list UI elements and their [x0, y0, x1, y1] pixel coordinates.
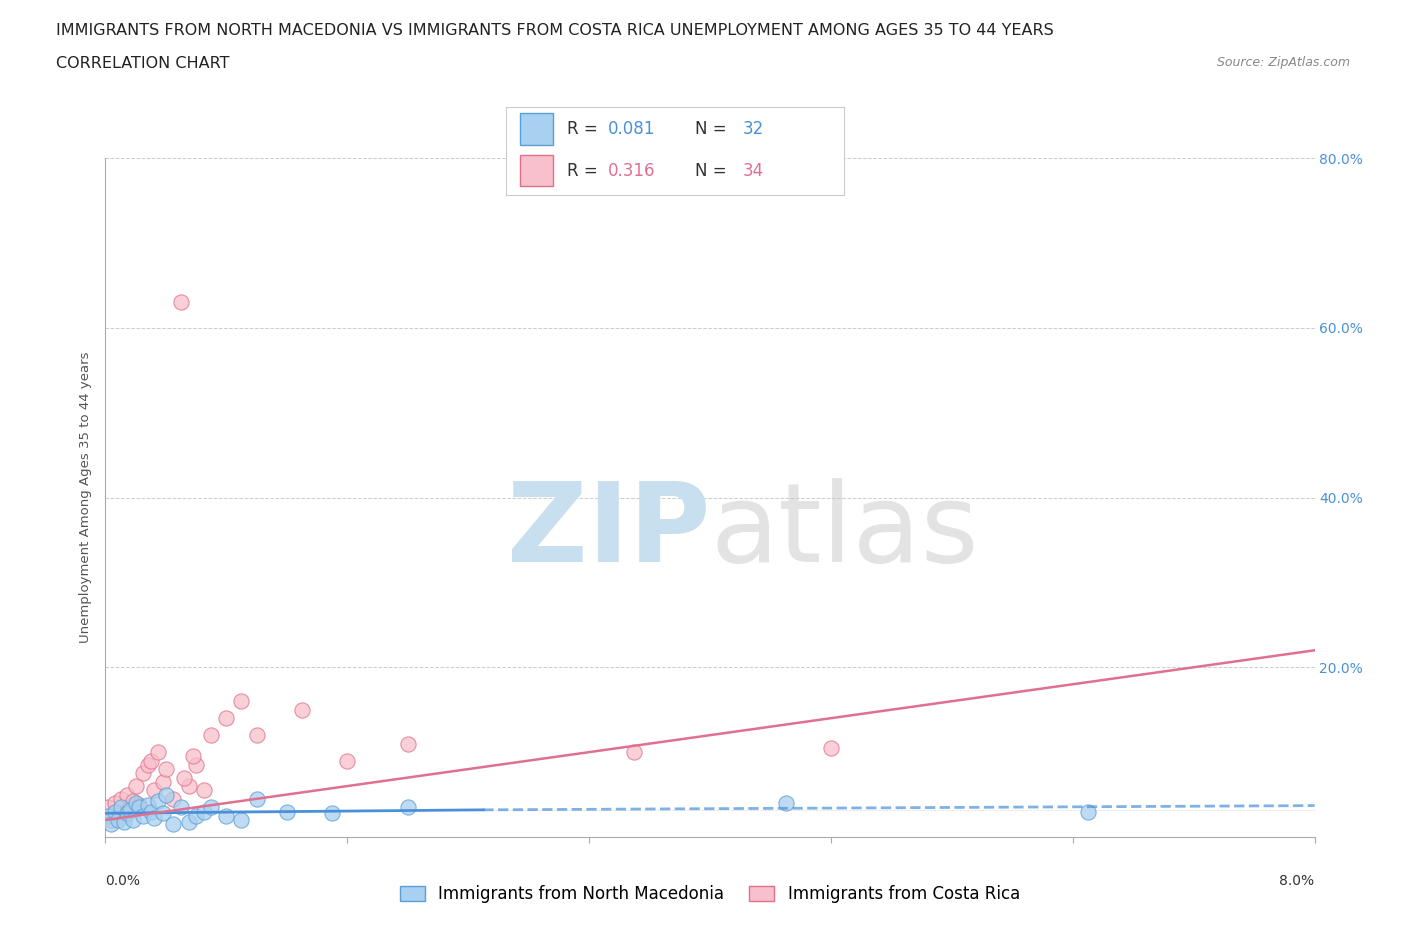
- Text: 8.0%: 8.0%: [1279, 874, 1315, 888]
- Point: [142, 783, 165, 798]
- Point: [97, 800, 120, 815]
- Text: atlas: atlas: [710, 478, 979, 585]
- Point: [115, 805, 138, 820]
- Point: [276, 804, 298, 819]
- Point: [155, 762, 177, 777]
- Point: [112, 815, 135, 830]
- Point: [148, 745, 170, 760]
- Point: [193, 783, 215, 798]
- Point: [148, 794, 170, 809]
- Point: [321, 805, 343, 820]
- Point: [121, 794, 143, 809]
- Point: [103, 804, 125, 819]
- Point: [136, 797, 159, 812]
- Point: [118, 800, 141, 815]
- Text: R =: R =: [567, 120, 603, 138]
- Point: [128, 800, 150, 815]
- Point: [200, 800, 222, 815]
- Text: 0.0%: 0.0%: [105, 874, 141, 888]
- Point: [132, 766, 155, 781]
- Point: [152, 775, 174, 790]
- Point: [97, 808, 120, 823]
- Point: [623, 745, 645, 760]
- Point: [155, 787, 177, 802]
- Point: [177, 815, 200, 830]
- Point: [142, 811, 165, 826]
- Point: [231, 694, 253, 709]
- Point: [177, 778, 200, 793]
- Point: [118, 803, 141, 817]
- Point: [173, 770, 195, 785]
- Point: [128, 797, 150, 812]
- Text: 0.081: 0.081: [607, 120, 655, 138]
- Bar: [520, 154, 554, 186]
- Text: R =: R =: [567, 162, 603, 179]
- Text: IMMIGRANTS FROM NORTH MACEDONIA VS IMMIGRANTS FROM COSTA RICA UNEMPLOYMENT AMONG: IMMIGRANTS FROM NORTH MACEDONIA VS IMMIG…: [56, 23, 1054, 38]
- Point: [231, 813, 253, 828]
- Point: [215, 711, 238, 725]
- Point: [100, 817, 122, 831]
- Text: ZIP: ZIP: [506, 478, 710, 585]
- Point: [132, 808, 155, 823]
- Text: 32: 32: [742, 120, 763, 138]
- Point: [139, 804, 162, 819]
- Point: [291, 702, 314, 717]
- Point: [336, 753, 359, 768]
- Point: [103, 796, 125, 811]
- Point: [107, 813, 129, 828]
- Point: [139, 753, 162, 768]
- Point: [110, 791, 132, 806]
- Point: [396, 800, 419, 815]
- Legend: Immigrants from North Macedonia, Immigrants from Costa Rica: Immigrants from North Macedonia, Immigra…: [394, 879, 1026, 910]
- Point: [162, 817, 184, 831]
- Point: [820, 740, 842, 755]
- Y-axis label: Unemployment Among Ages 35 to 44 years: Unemployment Among Ages 35 to 44 years: [79, 352, 93, 644]
- Point: [193, 804, 215, 819]
- Text: Source: ZipAtlas.com: Source: ZipAtlas.com: [1216, 56, 1350, 69]
- Point: [107, 808, 129, 823]
- Point: [125, 796, 148, 811]
- Point: [170, 295, 193, 310]
- Point: [186, 757, 208, 772]
- Text: N =: N =: [695, 120, 733, 138]
- Text: 34: 34: [742, 162, 763, 179]
- Point: [775, 796, 797, 811]
- Bar: [520, 113, 554, 145]
- Point: [396, 737, 419, 751]
- Point: [112, 805, 135, 820]
- Point: [110, 800, 132, 815]
- Point: [100, 813, 122, 828]
- Text: N =: N =: [695, 162, 733, 179]
- Point: [136, 757, 159, 772]
- Point: [115, 787, 138, 802]
- Point: [121, 813, 143, 828]
- Text: 0.316: 0.316: [607, 162, 655, 179]
- Point: [246, 727, 269, 742]
- Point: [215, 808, 238, 823]
- Point: [1077, 804, 1099, 819]
- Point: [200, 727, 222, 742]
- Point: [186, 808, 208, 823]
- Point: [181, 749, 204, 764]
- Point: [125, 778, 148, 793]
- Point: [246, 791, 269, 806]
- Point: [162, 791, 184, 806]
- Point: [152, 805, 174, 820]
- Text: CORRELATION CHART: CORRELATION CHART: [56, 56, 229, 71]
- Point: [170, 800, 193, 815]
